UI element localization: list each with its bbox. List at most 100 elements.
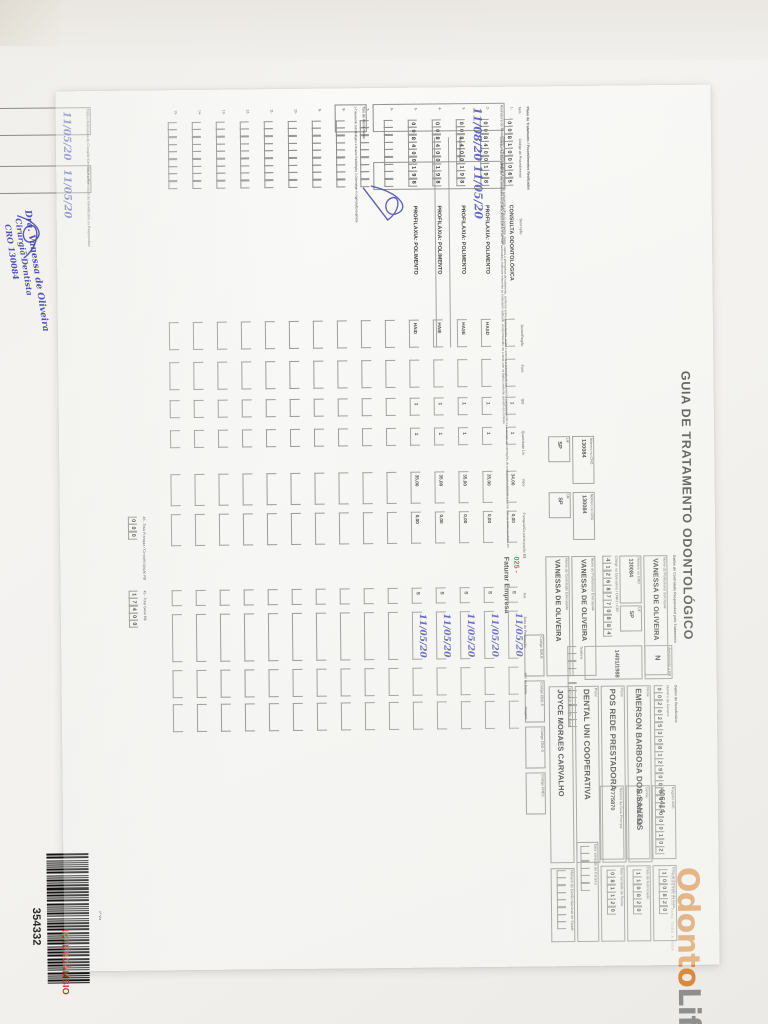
field-nome-beneficiario-value: EMERSON BARBOSA DOS SANTOS (633, 688, 645, 831)
table-row-dente-5: HAID (412, 322, 418, 335)
table-row-face-box-13 (217, 361, 228, 390)
table-row-qtdlib-box-12 (241, 429, 253, 448)
table-row-qtd-box-12 (241, 399, 252, 418)
table-row-usodente-box-15 (172, 670, 183, 699)
field-uf-2-value: SP (556, 497, 563, 505)
table-row-aut-box-9 (315, 588, 326, 605)
table-row-franquia-3: 0,00 (462, 514, 468, 524)
table-row-imagem-box-14 (196, 703, 208, 733)
table-row-qtdlib-4: 1 (437, 432, 443, 436)
table-row-item-12: 12- (245, 109, 250, 115)
table-row-data-box-9 (315, 612, 327, 661)
table-row-qtdlib-1: 1 (508, 431, 515, 435)
via-label: 1ª Via (97, 911, 103, 921)
table-row-valor-box-9 (314, 472, 325, 505)
table-row-face-box-3 (457, 359, 468, 388)
table-row-qtd-box-10 (289, 398, 300, 418)
table-row-franquia-box-15 (170, 514, 182, 547)
table-row-data-box-12 (243, 613, 255, 662)
table-row-qtdlib-box-14 (193, 429, 205, 449)
table-row-aut-3: S (462, 591, 468, 595)
field-plano-value: POS REDE PRESTADORA (607, 688, 618, 791)
table-row-data-box-7 (363, 612, 375, 661)
field-contratado-executante-value: VANESSA DE OLIVEIRA (553, 559, 562, 642)
table-row-imagem-box-12 (244, 703, 256, 732)
table-row-descricao-1: CONSULTA ODONTOLÓGICA (507, 204, 515, 281)
table-row-qtd-5: 1 (412, 402, 418, 406)
field-cartao-nacional-digits (556, 870, 567, 930)
table-row-aut-box-1 (507, 586, 518, 603)
desk-corner-shadow (0, 0, 60, 46)
table-row-dente-box-6 (384, 319, 396, 349)
table-row-usodente-box-10 (292, 668, 303, 698)
table-row-imagem-box-6 (388, 701, 400, 730)
table-row-face-box-14 (193, 361, 204, 391)
table-row-codigo-11 (263, 121, 274, 188)
table-row-imagem-box-4 (436, 701, 448, 730)
table-row-franquia-box-6 (386, 511, 398, 545)
sig-final-box (0, 165, 92, 195)
table-row-codigo-9 (311, 120, 322, 188)
table-row-qtd-1: 1 (508, 401, 514, 405)
table-row-data-box-11 (267, 613, 279, 662)
table-row-qtd-box-14 (193, 399, 204, 419)
table-row-face-box-9 (313, 360, 324, 389)
field-prof-solicitante-label: Nome do Profissional Solicitante (662, 557, 667, 609)
table-row-qtdlib-5: 1 (413, 432, 419, 436)
col-header-valor: Valor (521, 478, 526, 487)
table-row-item-13: 13- (221, 109, 226, 115)
field-cro-3-value: 130084 (580, 438, 587, 458)
billing-text: Faturar Empresa (502, 556, 510, 614)
col-header-uso-dente: Uso do Dente (523, 672, 528, 695)
table-row-aut-box-12 (243, 589, 254, 606)
table-row-usodente-box-3 (460, 667, 471, 696)
field-uf-1-label: UF (636, 607, 641, 613)
col-header-aut: Aut. (522, 592, 527, 599)
table-row-face-box-4 (433, 359, 444, 388)
field-cartao-nacional-label: Número do Cartão Nacional de Saúde (569, 870, 575, 931)
field-prof-executante-value: VANESSA DE OLIVEIRA (579, 558, 588, 642)
table-row-usodente-box-2 (484, 666, 495, 695)
table-row-data-4: 11/05/20 (440, 613, 452, 658)
table-row-codigo-15 (167, 122, 178, 189)
table-row-aut-2: S (486, 590, 492, 595)
table-row-qtdlib-box-15 (169, 430, 181, 449)
field-plano-label: Plano (619, 687, 624, 697)
field-empresa-value: DENTAL UNI COOPERATIVA (581, 688, 592, 800)
field-contratado-executante-label: Nome do Contratado Executante (564, 558, 569, 611)
table-row-valor-box-7 (362, 472, 373, 505)
col-header-franquia: Franquia/Co-participação R$ (521, 512, 527, 559)
table-row-qtdlib-box-7 (361, 428, 373, 447)
table-row-face-box-15 (169, 362, 180, 391)
table-row-franquia-box-9 (314, 512, 326, 545)
field-empresa-label: Plano (593, 687, 598, 697)
table-row-imagem-box-2 (484, 700, 496, 729)
table-row-franquia-box-10 (290, 512, 302, 546)
table-row-qtd-box-3 (457, 397, 468, 416)
table-row-imagem-box-3 (460, 701, 472, 730)
table-row-imagem-box-15 (172, 704, 184, 733)
col-header-codigo: Código do Procedimento (517, 138, 523, 178)
table-row-valor-1: 34,00 (510, 473, 516, 486)
table-row-usodente-box-12 (244, 669, 255, 698)
table-row-aut-5: S (414, 591, 420, 595)
field-dmlb-label: Código DMLB (539, 636, 544, 659)
table-row-franquia-box-11 (266, 513, 278, 546)
table-row-data-box-6 (387, 611, 399, 660)
table-row-imagem-box-11 (268, 703, 280, 732)
field-validade-senha-label: Data Validade da Senha (619, 867, 624, 907)
col-header-face: Face (520, 364, 525, 373)
field-cbo-a-label: Código CBO-S (540, 728, 545, 752)
table-row-valor-3: 35,00 (462, 474, 468, 486)
table-row-qtdlib-box-9 (313, 428, 325, 447)
table-row-valor-box-15 (170, 474, 181, 507)
table-row-qtdlib-box-3 (457, 427, 469, 446)
table-row-imagem-box-13 (220, 703, 232, 732)
field-cro-3-label: Número no CRO (589, 437, 594, 465)
table-row-aut-box-7 (363, 588, 374, 605)
table-row-aut-4: S (438, 591, 444, 595)
table-row-aut-box-4 (435, 587, 446, 604)
tipo-atendimento-label: Tipo de Atendimento (361, 106, 366, 139)
col-header-imagem: Imagem (523, 706, 529, 720)
